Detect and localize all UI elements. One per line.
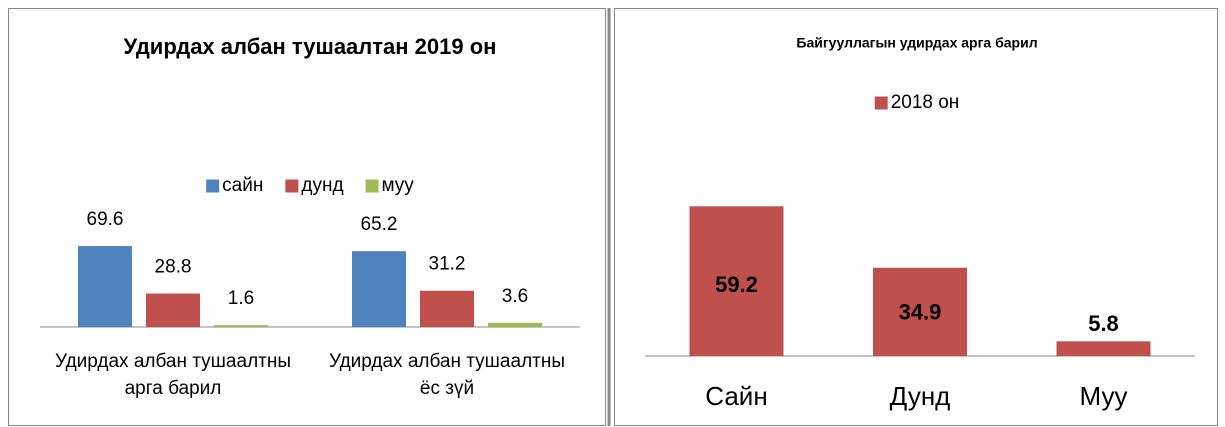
bar: [689, 206, 784, 356]
legend-label: муу: [382, 175, 415, 196]
legend-label: дунд: [301, 175, 343, 196]
bar: [1056, 341, 1151, 356]
bar: [146, 293, 200, 327]
data-label: 3.6: [502, 286, 528, 307]
bar: [352, 251, 406, 327]
bar: [488, 322, 542, 327]
legend-swatch: [206, 179, 220, 193]
data-label: 1.6: [228, 288, 254, 309]
legend-label: 2018 он: [891, 92, 960, 113]
panel-border: [614, 8, 1218, 426]
legend-label: сайн: [222, 175, 263, 196]
data-label: 59.2: [715, 272, 758, 297]
data-label: 28.8: [155, 257, 192, 278]
panel-border: [8, 8, 606, 426]
bar: [78, 246, 132, 327]
x-tick-label: Муу: [1079, 381, 1128, 411]
legend-swatch: [874, 96, 888, 110]
chart-title: Байгууллагын удирдах арга барил: [796, 35, 1037, 51]
data-label: 65.2: [361, 214, 398, 235]
data-label: 5.8: [1088, 311, 1119, 336]
chart-title: Удирдах албан тушаалтан 2019 он: [124, 34, 497, 59]
legend-swatch: [285, 179, 299, 193]
data-label: 34.9: [899, 300, 942, 325]
bar: [873, 267, 967, 356]
x-tick-label: Удирдах албан тушаалтны ёс зүй: [328, 351, 565, 399]
bar: [214, 325, 268, 327]
x-tick-label: Удирдах албан тушаалтны арга барил: [54, 351, 291, 399]
legend-swatch: [365, 179, 379, 193]
x-tick-label: Дунд: [889, 381, 951, 411]
data-label: 69.6: [87, 209, 124, 230]
x-tick-label: Сайн: [705, 381, 768, 411]
bar: [420, 290, 474, 327]
data-label: 31.2: [429, 254, 466, 275]
